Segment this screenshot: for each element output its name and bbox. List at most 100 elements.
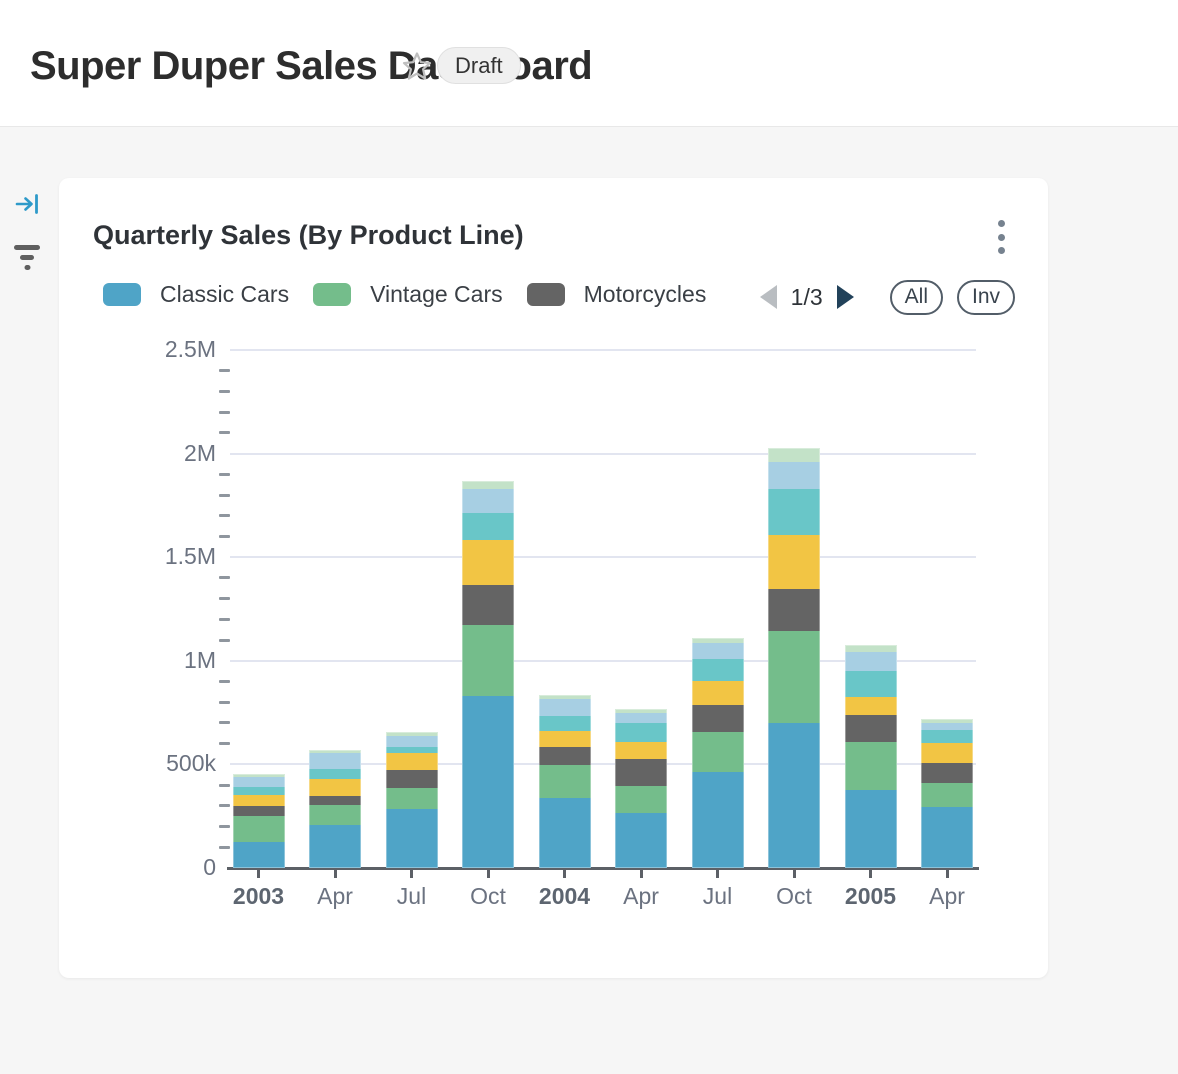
bar-segment-classic-cars[interactable] bbox=[462, 696, 514, 868]
bar-segment[interactable] bbox=[921, 729, 973, 744]
bar-segment[interactable] bbox=[232, 776, 285, 787]
bar-segment-classic-cars[interactable] bbox=[615, 812, 667, 868]
bar-stack-apr[interactable] bbox=[921, 718, 973, 869]
y-axis-label: 500k bbox=[166, 750, 216, 777]
legend-item[interactable]: Vintage Cars bbox=[313, 281, 503, 308]
bar-segment-vintage-cars[interactable] bbox=[462, 624, 514, 697]
x-axis-label: Apr bbox=[623, 883, 659, 909]
bar-stack-oct[interactable] bbox=[768, 448, 820, 868]
bar-segment[interactable] bbox=[462, 488, 514, 514]
bar-stack-apr[interactable] bbox=[309, 749, 361, 869]
bar-segment-vintage-cars[interactable] bbox=[768, 631, 820, 724]
bar-segment-vintage-cars[interactable] bbox=[232, 816, 285, 842]
bar-segment[interactable] bbox=[768, 488, 820, 536]
bar-segment-vintage-cars[interactable] bbox=[615, 785, 667, 813]
bar-segment-classic-cars[interactable] bbox=[691, 771, 744, 868]
bar-segment[interactable] bbox=[768, 535, 820, 589]
bar-segment[interactable] bbox=[615, 722, 667, 742]
legend-prev-icon[interactable] bbox=[759, 285, 777, 309]
bar-segment-motorcycles[interactable] bbox=[921, 762, 973, 783]
bar-segment[interactable] bbox=[691, 643, 744, 660]
bar-segment-classic-cars[interactable] bbox=[768, 723, 820, 868]
bar-segment[interactable] bbox=[844, 696, 897, 715]
bar-segment-motorcycles[interactable] bbox=[691, 704, 744, 732]
bar-segment-motorcycles[interactable] bbox=[844, 714, 897, 742]
bar-segment-motorcycles[interactable] bbox=[309, 795, 361, 805]
bar-stack-apr[interactable] bbox=[615, 709, 667, 868]
bar-segment[interactable] bbox=[844, 651, 897, 671]
bar-segment[interactable] bbox=[462, 480, 514, 489]
bar-stack-2003[interactable] bbox=[232, 773, 285, 869]
x-axis-label: 2005 bbox=[844, 883, 897, 909]
legend-label: Classic Cars bbox=[160, 281, 290, 307]
bar-segment-classic-cars[interactable] bbox=[844, 789, 897, 868]
bar-segment[interactable] bbox=[232, 786, 285, 796]
bar-segment-classic-cars[interactable] bbox=[232, 841, 285, 868]
x-axis-tick bbox=[563, 869, 566, 878]
bar-segment[interactable] bbox=[921, 723, 973, 730]
bar-segment-motorcycles[interactable] bbox=[232, 806, 285, 816]
bar-segment[interactable] bbox=[309, 753, 361, 770]
bar-segment[interactable] bbox=[232, 795, 285, 807]
bar-segment[interactable] bbox=[691, 637, 744, 644]
legend-item[interactable]: Motorcycles bbox=[526, 281, 706, 308]
y-axis-minor-tick bbox=[219, 576, 230, 580]
bar-segment-vintage-cars[interactable] bbox=[309, 804, 361, 825]
bar-segment-vintage-cars[interactable] bbox=[538, 764, 591, 799]
bar-segment[interactable] bbox=[538, 694, 591, 699]
bar-segment-classic-cars[interactable] bbox=[385, 809, 438, 868]
bar-stack-2005[interactable] bbox=[844, 644, 897, 869]
bar-segment[interactable] bbox=[615, 713, 667, 723]
bar-segment[interactable] bbox=[691, 680, 744, 705]
legend-item[interactable]: Classic Cars bbox=[103, 281, 289, 308]
bar-segment[interactable] bbox=[768, 448, 820, 462]
bar-stack-oct[interactable] bbox=[462, 480, 514, 869]
bar-segment[interactable] bbox=[615, 709, 667, 714]
bar-stack-2004[interactable] bbox=[538, 694, 591, 869]
bar-segment[interactable] bbox=[385, 732, 438, 737]
bar-segment[interactable] bbox=[844, 670, 897, 697]
bar-segment-vintage-cars[interactable] bbox=[844, 741, 897, 790]
bar-segment[interactable] bbox=[385, 747, 438, 754]
bar-segment[interactable] bbox=[768, 461, 820, 489]
bar-segment-vintage-cars[interactable] bbox=[921, 782, 973, 807]
y-axis-minor-tick bbox=[219, 431, 230, 435]
legend-next-icon[interactable] bbox=[836, 285, 854, 309]
bar-segment-motorcycles[interactable] bbox=[615, 759, 667, 786]
bar-segment[interactable] bbox=[232, 773, 285, 777]
kebab-menu-icon[interactable] bbox=[994, 220, 1008, 254]
all-button[interactable]: All bbox=[889, 279, 943, 315]
bar-segment[interactable] bbox=[462, 539, 514, 585]
bar-segment[interactable] bbox=[538, 730, 591, 747]
star-icon[interactable] bbox=[401, 50, 433, 82]
bar-segment[interactable] bbox=[309, 749, 361, 754]
bar-segment[interactable] bbox=[385, 753, 438, 771]
bar-segment[interactable] bbox=[921, 743, 973, 763]
bar-segment[interactable] bbox=[691, 659, 744, 681]
bar-segment-vintage-cars[interactable] bbox=[385, 788, 438, 810]
bar-segment[interactable] bbox=[921, 718, 973, 724]
bar-segment-motorcycles[interactable] bbox=[768, 588, 820, 632]
bar-segment-motorcycles[interactable] bbox=[538, 746, 591, 765]
collapse-panel-icon[interactable] bbox=[15, 191, 41, 222]
bar-segment[interactable] bbox=[844, 644, 897, 652]
bar-segment-classic-cars[interactable] bbox=[538, 798, 591, 868]
bar-segment-vintage-cars[interactable] bbox=[691, 731, 744, 772]
bar-segment[interactable] bbox=[385, 736, 438, 748]
bar-stack-jul[interactable] bbox=[691, 637, 744, 869]
bar-segment-classic-cars[interactable] bbox=[309, 824, 361, 868]
bar-segment-motorcycles[interactable] bbox=[385, 770, 438, 789]
bar-segment-motorcycles[interactable] bbox=[462, 584, 514, 625]
bar-segment[interactable] bbox=[309, 769, 361, 780]
filter-lines-icon[interactable] bbox=[13, 243, 41, 278]
bar-stack-jul[interactable] bbox=[385, 732, 438, 868]
bar-segment[interactable] bbox=[615, 741, 667, 760]
inv-button[interactable]: Inv bbox=[956, 279, 1015, 315]
bar-segment[interactable] bbox=[462, 513, 514, 540]
bar-segment[interactable] bbox=[538, 715, 591, 731]
y-axis-minor-tick bbox=[219, 742, 230, 746]
bar-segment[interactable] bbox=[538, 698, 591, 716]
bar-segment[interactable] bbox=[309, 779, 361, 796]
x-axis-tick bbox=[410, 869, 413, 878]
bar-segment-classic-cars[interactable] bbox=[921, 806, 973, 868]
